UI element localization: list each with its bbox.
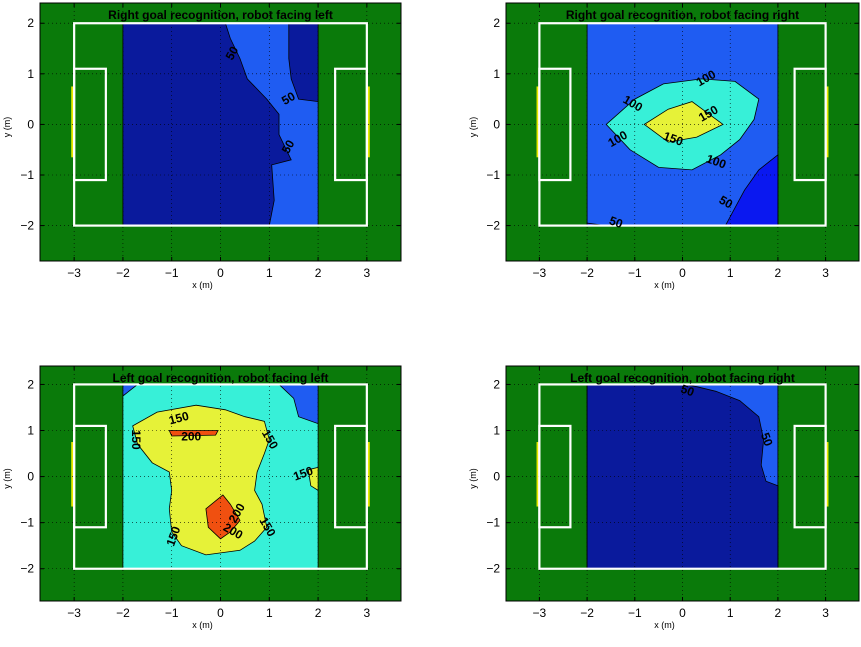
- left-goal: [71, 86, 75, 158]
- x-tick-label: −1: [165, 266, 179, 280]
- x-tick-label: 1: [727, 266, 734, 280]
- contour-label: 150: [291, 463, 315, 483]
- right-goal: [825, 86, 829, 158]
- panel-title: Left goal recognition, robot facing left: [113, 371, 329, 385]
- x-axis-label: x (m): [654, 280, 675, 290]
- x-tick-label: −2: [116, 606, 130, 620]
- contour-label: 150: [129, 430, 143, 450]
- y-tick-label: −2: [20, 219, 34, 233]
- y-axis-label: y (m): [468, 117, 478, 138]
- x-axis-label: x (m): [192, 280, 213, 290]
- y-tick-label: −2: [486, 562, 500, 576]
- y-tick-label: −1: [486, 516, 500, 530]
- x-tick-label: −1: [628, 266, 642, 280]
- y-tick-label: −1: [20, 516, 34, 530]
- y-tick-label: 1: [493, 424, 500, 438]
- x-tick-label: 2: [315, 606, 322, 620]
- left-goal: [536, 442, 540, 507]
- x-tick-label: 2: [775, 606, 782, 620]
- contour-region-200+: [205, 494, 241, 540]
- y-tick-label: −1: [20, 168, 34, 182]
- x-tick-label: −2: [580, 606, 594, 620]
- right-penalty-box: [793, 67, 827, 182]
- x-tick-label: 0: [217, 266, 224, 280]
- y-tick-label: 1: [27, 424, 34, 438]
- y-tick-label: 0: [27, 470, 34, 484]
- y-tick-label: 0: [493, 117, 500, 131]
- x-tick-label: 0: [679, 606, 686, 620]
- x-tick-label: 3: [364, 266, 371, 280]
- panel-title: Right goal recognition, robot facing lef…: [108, 8, 333, 22]
- contour-label: 50: [223, 44, 242, 63]
- right-penalty-box: [334, 67, 368, 182]
- y-tick-label: −1: [486, 168, 500, 182]
- right-goal: [366, 442, 370, 507]
- y-tick-label: 1: [493, 67, 500, 81]
- y-axis-label: y (m): [2, 468, 12, 489]
- x-tick-label: 0: [217, 606, 224, 620]
- right-goal: [825, 442, 829, 507]
- y-tick-label: 0: [493, 470, 500, 484]
- contour-label: 150: [167, 409, 190, 428]
- x-tick-label: 1: [727, 606, 734, 620]
- x-tick-label: −2: [116, 266, 130, 280]
- y-tick-label: 2: [493, 377, 500, 391]
- x-tick-label: 3: [822, 606, 829, 620]
- panel-1: 50 50 50 −3 −2 −1 0 1 2 3 −2 −1 0 1 2 x (m) y (m) Right g…: [2, 2, 402, 290]
- left-penalty-box: [73, 67, 107, 182]
- right-penalty-box: [793, 424, 827, 529]
- left-goal: [71, 442, 75, 507]
- contour-label: 50: [679, 382, 697, 400]
- panel-title: Left goal recognition, robot facing righ…: [570, 371, 795, 385]
- left-penalty-box: [538, 424, 572, 529]
- x-axis-label: x (m): [192, 620, 213, 630]
- x-tick-label: 1: [266, 266, 273, 280]
- y-tick-label: 2: [27, 16, 34, 30]
- contour-label: 50: [607, 213, 625, 231]
- panel-4: 50 50 −3 −2 −1 0 1 2 3 −2 −1 0 1 2 x (m) y (m) Left goal…: [468, 365, 860, 630]
- contour-label: 50: [758, 431, 776, 449]
- y-tick-label: 0: [27, 117, 34, 131]
- y-axis-label: y (m): [468, 468, 478, 489]
- x-tick-label: −3: [67, 266, 81, 280]
- contour-label: 100: [704, 152, 728, 172]
- x-tick-label: 3: [364, 606, 371, 620]
- x-tick-label: 3: [822, 266, 829, 280]
- left-penalty-box: [538, 67, 572, 182]
- left-penalty-box: [73, 424, 107, 529]
- right-penalty-box: [334, 424, 368, 529]
- contour-region-200+: [168, 430, 219, 437]
- left-goal: [536, 86, 540, 158]
- right-goal: [366, 86, 370, 158]
- contour-label: 150: [163, 524, 183, 548]
- x-tick-label: −2: [580, 266, 594, 280]
- y-tick-label: −2: [486, 219, 500, 233]
- x-tick-label: −3: [533, 606, 547, 620]
- contour-label: 50: [279, 89, 298, 108]
- y-tick-label: 2: [27, 377, 34, 391]
- x-tick-label: 2: [315, 266, 322, 280]
- x-tick-label: −3: [533, 266, 547, 280]
- contour-label: 50: [279, 137, 298, 156]
- x-tick-label: 2: [775, 266, 782, 280]
- x-axis-label: x (m): [654, 620, 675, 630]
- y-axis-label: y (m): [2, 117, 12, 138]
- x-tick-label: −1: [628, 606, 642, 620]
- x-tick-label: −3: [67, 606, 81, 620]
- contour-label: 200: [181, 430, 201, 444]
- x-tick-label: 1: [266, 606, 273, 620]
- y-tick-label: −2: [20, 562, 34, 576]
- panel-title: Right goal recognition, robot facing rig…: [566, 8, 799, 22]
- x-tick-label: −1: [165, 606, 179, 620]
- contour-label: 150: [661, 129, 685, 149]
- x-tick-label: 0: [679, 266, 686, 280]
- y-tick-label: 1: [27, 67, 34, 81]
- contour-label: 50: [717, 193, 736, 212]
- y-tick-label: 2: [493, 16, 500, 30]
